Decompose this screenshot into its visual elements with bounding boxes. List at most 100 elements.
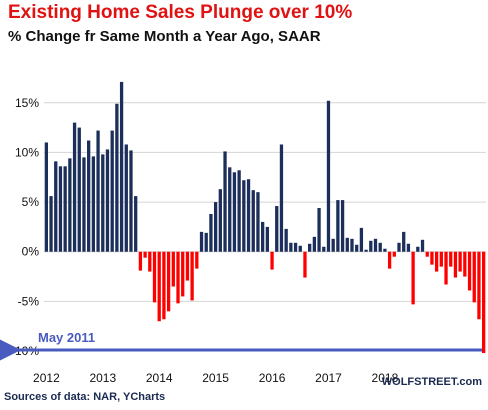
bar bbox=[406, 243, 411, 252]
bar bbox=[458, 251, 462, 272]
bar bbox=[397, 242, 401, 252]
bar bbox=[119, 81, 124, 252]
bar bbox=[369, 240, 373, 252]
chart-subtitle: % Change fr Same Month a Year Ago, SAAR bbox=[8, 28, 321, 45]
annotation-layer: May 2011 bbox=[0, 330, 482, 366]
bar bbox=[416, 246, 420, 252]
bar bbox=[373, 238, 378, 252]
bar bbox=[176, 251, 180, 304]
bar bbox=[185, 251, 190, 281]
bar bbox=[425, 251, 429, 257]
bar bbox=[157, 251, 161, 322]
x-axis: 2012 2013 2014 2015 2016 2017 2018 bbox=[33, 371, 399, 385]
bar bbox=[218, 189, 222, 252]
bar bbox=[77, 127, 81, 252]
bar bbox=[467, 251, 472, 291]
bar bbox=[387, 251, 392, 269]
source-note: Sources of data: NAR, YCharts bbox=[4, 391, 166, 403]
bar bbox=[237, 170, 241, 252]
bar bbox=[289, 242, 293, 252]
bar bbox=[148, 251, 152, 272]
bar bbox=[213, 202, 218, 252]
bar bbox=[82, 157, 86, 252]
x-tick-label: 2017 bbox=[315, 371, 342, 385]
bar bbox=[138, 251, 143, 271]
bar bbox=[350, 238, 354, 252]
bar bbox=[223, 151, 227, 252]
bar bbox=[293, 242, 298, 252]
y-axis: 15%10%5%0%-5%-10% bbox=[11, 96, 39, 358]
bar bbox=[58, 166, 63, 252]
bar bbox=[228, 167, 232, 252]
bar bbox=[326, 100, 331, 252]
bar bbox=[355, 244, 359, 252]
bar bbox=[402, 231, 406, 252]
bar bbox=[63, 166, 67, 252]
bar bbox=[261, 221, 265, 252]
bar bbox=[105, 149, 110, 252]
bar bbox=[284, 228, 288, 252]
bar bbox=[91, 156, 96, 252]
bar bbox=[199, 231, 204, 252]
bar bbox=[256, 192, 260, 252]
bar bbox=[482, 251, 486, 354]
bar bbox=[209, 213, 213, 252]
bar bbox=[204, 232, 208, 252]
bars bbox=[44, 81, 486, 354]
gridlines bbox=[44, 102, 486, 352]
bar bbox=[303, 251, 307, 278]
bar bbox=[312, 236, 317, 252]
brand-label: WOLFSTREET.com bbox=[381, 376, 482, 388]
bar bbox=[68, 158, 72, 252]
bar bbox=[359, 227, 364, 252]
y-tick-label: 10% bbox=[15, 145, 39, 159]
bar bbox=[331, 238, 335, 252]
bar bbox=[453, 251, 458, 278]
bar bbox=[317, 208, 321, 252]
bar bbox=[439, 251, 443, 267]
bar bbox=[279, 144, 284, 252]
bar bbox=[44, 142, 48, 252]
bar bbox=[124, 144, 128, 252]
bar bbox=[246, 179, 251, 252]
bar bbox=[129, 150, 133, 252]
bar bbox=[392, 251, 396, 257]
bar bbox=[49, 196, 53, 252]
bar bbox=[101, 154, 105, 252]
chart-title: Existing Home Sales Plunge over 10% bbox=[8, 2, 353, 23]
bar bbox=[336, 200, 340, 252]
bar bbox=[96, 130, 100, 252]
bar bbox=[434, 251, 439, 272]
bar bbox=[340, 200, 345, 252]
y-tick-label: -5% bbox=[18, 294, 40, 308]
bar bbox=[449, 251, 453, 267]
bar bbox=[383, 248, 387, 252]
bar bbox=[166, 251, 171, 312]
bar bbox=[54, 161, 58, 252]
bar bbox=[110, 130, 114, 252]
bar bbox=[72, 122, 77, 252]
bar bbox=[345, 237, 349, 252]
bar bbox=[171, 251, 175, 287]
bar bbox=[162, 251, 166, 320]
x-tick-label: 2018 bbox=[372, 371, 399, 385]
bar bbox=[265, 226, 269, 252]
bar bbox=[308, 243, 312, 252]
y-tick-label: 0% bbox=[22, 245, 40, 259]
bar bbox=[143, 251, 147, 258]
x-tick-label: 2015 bbox=[202, 371, 229, 385]
annotation-label: May 2011 bbox=[38, 330, 95, 345]
x-tick-label: 2012 bbox=[33, 371, 60, 385]
x-tick-label: 2014 bbox=[146, 371, 173, 385]
bar bbox=[477, 251, 481, 320]
bar bbox=[430, 251, 434, 265]
bar bbox=[472, 251, 476, 303]
bar bbox=[322, 246, 326, 252]
y-tick-label: 15% bbox=[15, 96, 39, 110]
bar bbox=[232, 172, 237, 252]
x-tick-label: 2013 bbox=[89, 371, 116, 385]
bar bbox=[115, 103, 119, 252]
bar bbox=[134, 196, 138, 252]
bar bbox=[463, 251, 467, 277]
